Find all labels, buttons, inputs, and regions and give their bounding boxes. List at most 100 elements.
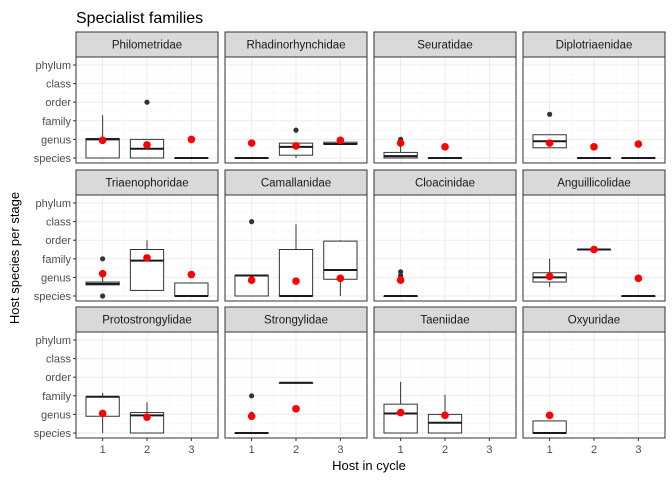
mean-point — [545, 411, 554, 420]
box-body — [323, 240, 358, 280]
x-tick-label: 2 — [591, 444, 597, 456]
outlier-point — [398, 269, 404, 275]
box-group — [576, 245, 612, 254]
facet-strip-label: Cloacinidae — [415, 178, 475, 190]
y-tick-label: phylum — [36, 335, 71, 347]
facet-strip-label: Philometridae — [112, 40, 182, 52]
y-tick-label: species — [34, 428, 72, 440]
box-group — [85, 393, 120, 433]
panel-border — [75, 56, 219, 164]
mean-point — [143, 141, 151, 149]
outlier-point — [144, 99, 150, 105]
mean-point — [292, 142, 300, 150]
mean-point — [292, 277, 300, 285]
facet-panel: Diplotriaenidae — [522, 31, 666, 164]
x-tick-label: 3 — [188, 444, 194, 456]
box-body — [129, 412, 165, 434]
panel-border — [75, 194, 219, 302]
box-group — [129, 99, 165, 159]
facet-strip-label: Taeniidae — [420, 315, 469, 327]
facet-panel: Cloacinidae — [373, 169, 517, 302]
box-body — [278, 249, 314, 297]
box-group — [427, 143, 463, 159]
facet-strip — [522, 31, 666, 58]
y-tick-label: family — [42, 254, 71, 266]
box-group — [532, 111, 567, 149]
mean-point — [590, 143, 598, 151]
y-tick-label: family — [42, 391, 71, 403]
facet-panel: Triaenophoridae species genus family order cl… — [34, 169, 219, 303]
box-body — [383, 403, 418, 434]
box-group — [129, 240, 165, 291]
facet-strip — [373, 306, 517, 333]
panel-border — [373, 194, 517, 302]
box-group — [85, 115, 120, 159]
mean-point — [187, 135, 196, 144]
outlier-point — [293, 127, 299, 133]
box-group — [234, 139, 269, 159]
box-group — [532, 411, 567, 434]
mean-point — [143, 413, 151, 421]
facet-panel: Strongylidae 1 2 3 — [224, 306, 368, 456]
mean-point — [441, 411, 449, 420]
x-tick-label: 3 — [486, 444, 492, 456]
mean-point — [336, 274, 345, 283]
x-tick-label: 3 — [337, 444, 343, 456]
y-tick-label: order — [45, 97, 71, 109]
mean-point — [441, 143, 449, 151]
mean-point — [545, 139, 554, 147]
facet-strip — [75, 31, 219, 58]
box-group — [278, 224, 314, 297]
x-tick-label: 1 — [100, 444, 106, 456]
mean-point — [247, 139, 256, 147]
y-tick-label: genus — [41, 134, 71, 146]
box-group — [383, 381, 418, 434]
mean-point — [247, 276, 256, 284]
box-group — [383, 136, 418, 159]
outlier-point — [547, 111, 553, 117]
box-body — [174, 282, 209, 297]
mean-point — [292, 405, 300, 413]
box-group — [278, 381, 314, 413]
box-group — [576, 143, 612, 159]
y-tick-label: class — [46, 217, 72, 229]
outlier-point — [100, 256, 106, 262]
mean-point — [336, 136, 345, 145]
panel-border — [224, 56, 368, 164]
y-tick-label: class — [46, 354, 72, 366]
box-group — [174, 270, 209, 297]
panel-border — [522, 194, 666, 302]
mean-point — [545, 272, 554, 281]
facet-strip-label: Oxyuridae — [568, 315, 620, 327]
box-group — [427, 394, 463, 434]
mean-point — [634, 274, 643, 283]
y-tick-label: phylum — [36, 60, 71, 72]
x-tick-label: 3 — [635, 444, 641, 456]
mean-point — [143, 254, 151, 262]
box-group — [234, 393, 269, 434]
facet-panels: Philometridae species genus family order clas… — [34, 31, 666, 456]
facet-strip — [224, 31, 368, 58]
y-tick-label: class — [46, 79, 72, 91]
box-group — [234, 219, 269, 297]
mean-point — [634, 140, 643, 148]
mean-point — [396, 276, 405, 284]
facet-panel: Oxyuridae 1 2 3 — [522, 306, 666, 456]
box-group — [85, 256, 120, 299]
box-group — [323, 240, 358, 296]
y-tick-label: genus — [41, 272, 71, 284]
x-tick-label: 2 — [442, 444, 448, 456]
chart-title: Specialist families — [76, 10, 203, 27]
box-group — [174, 135, 209, 159]
mean-point — [396, 139, 405, 147]
box-body — [532, 420, 567, 434]
x-tick-label: 2 — [293, 444, 299, 456]
facet-strip-label: Strongylidae — [264, 315, 328, 327]
box-group — [129, 402, 165, 434]
mean-point — [590, 245, 598, 254]
mean-point — [98, 409, 107, 418]
box-group — [323, 136, 358, 146]
x-tick-label: 1 — [398, 444, 404, 456]
outlier-point — [249, 393, 255, 399]
